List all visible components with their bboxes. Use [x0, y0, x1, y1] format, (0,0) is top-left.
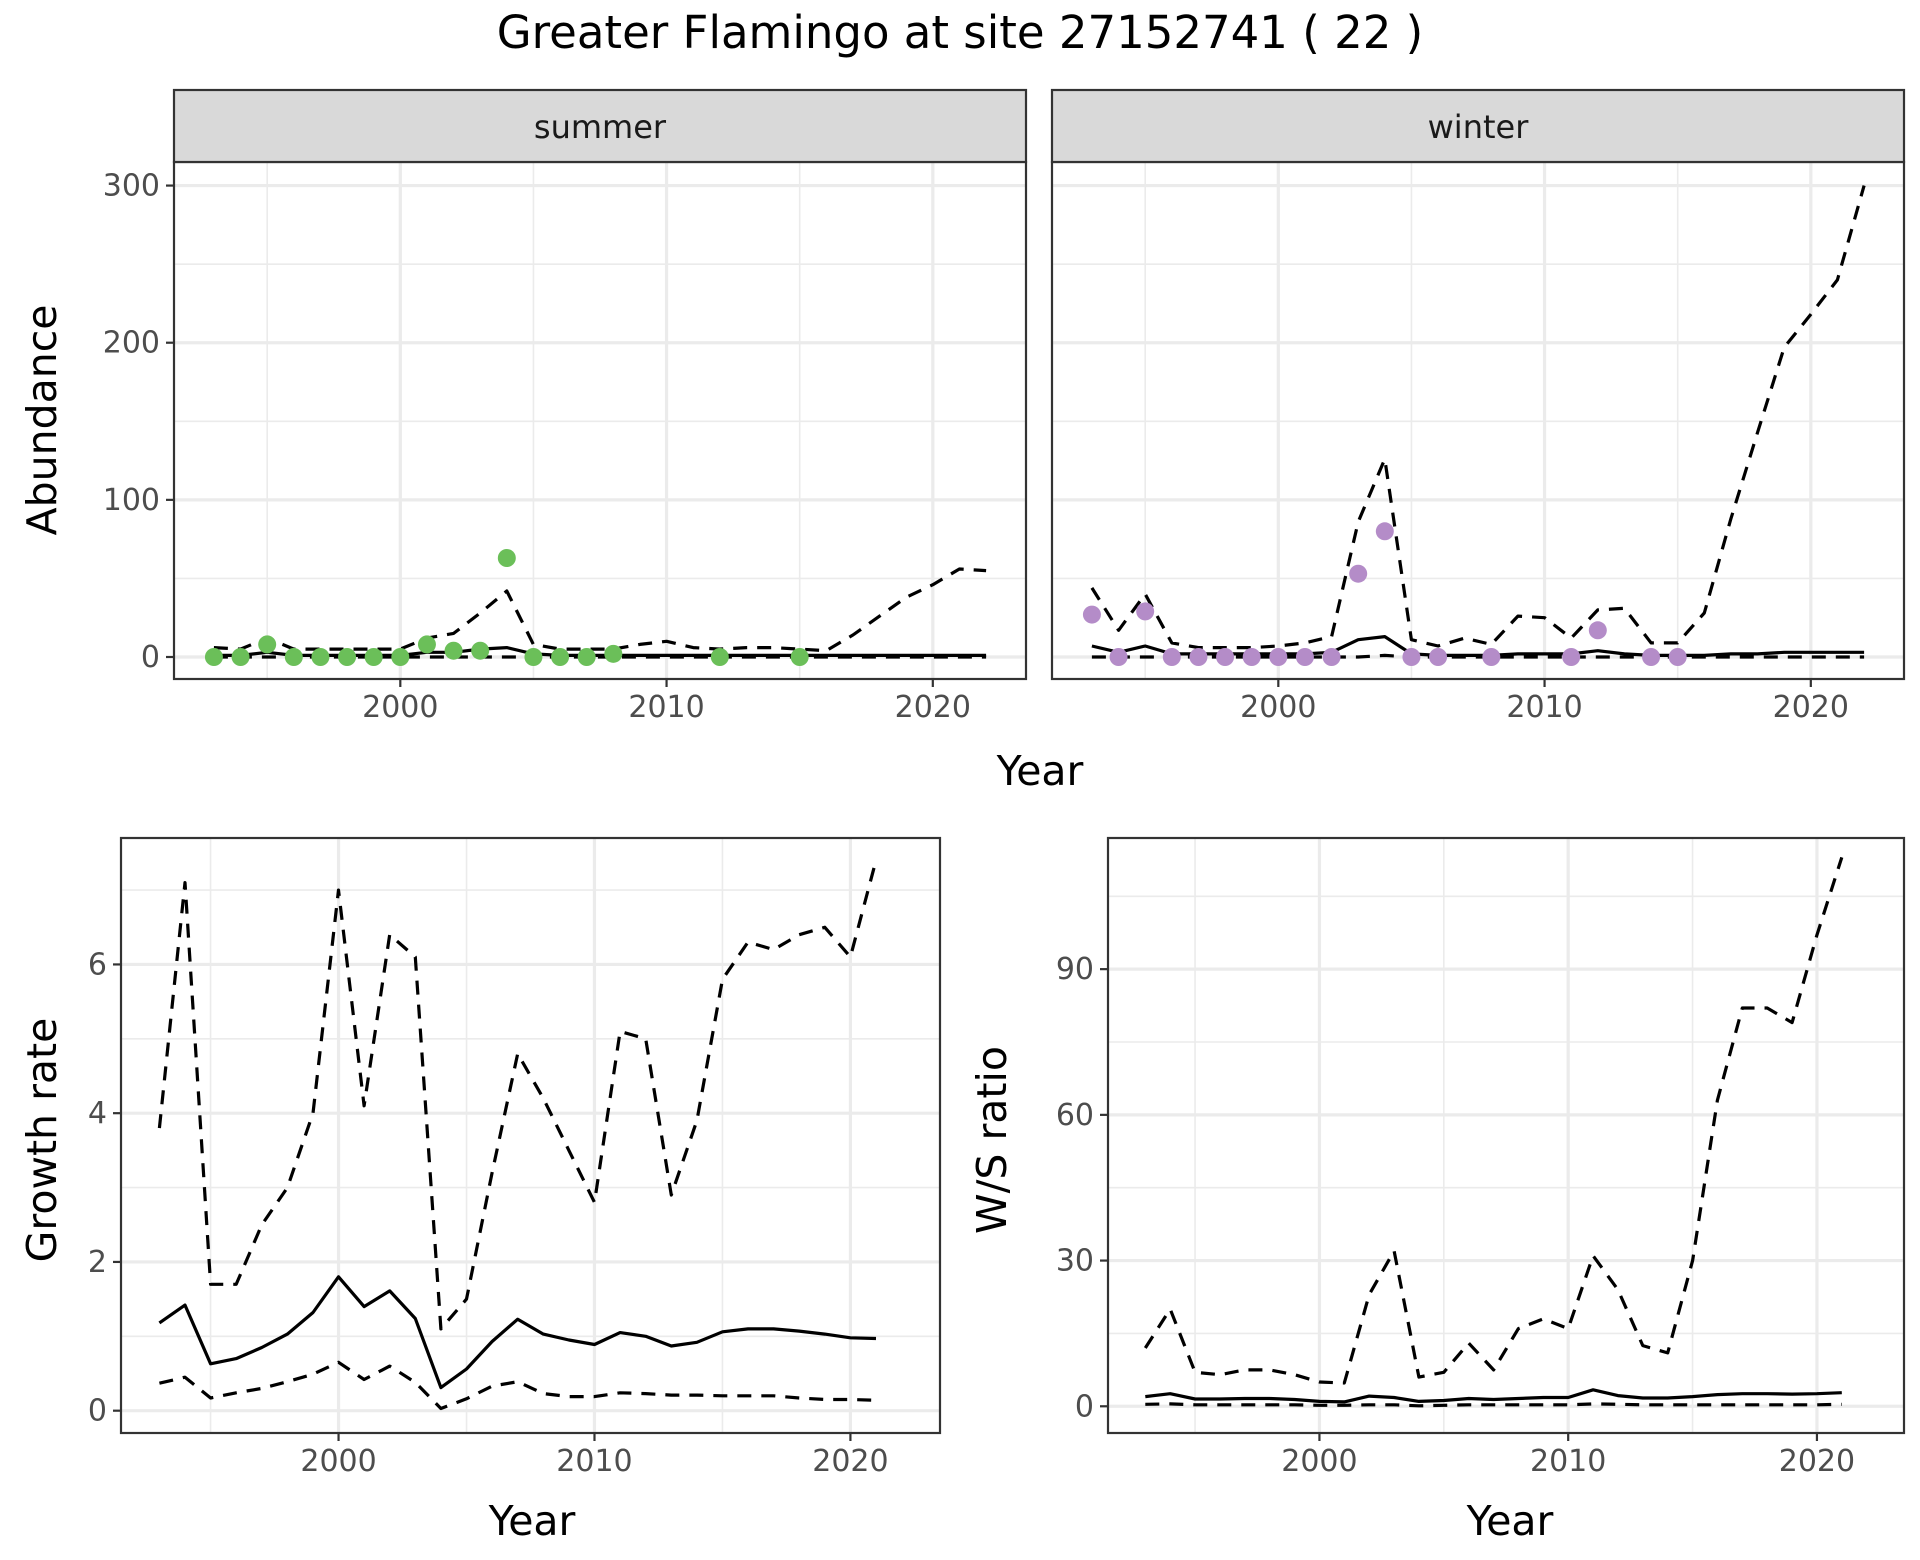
observed-point	[497, 549, 516, 567]
x-tick-label: 2010	[1530, 1444, 1606, 1479]
observed-point	[364, 648, 383, 666]
observed-point	[204, 648, 223, 666]
observed-point	[1429, 648, 1448, 666]
observed-point	[1136, 602, 1155, 621]
observed-point	[1242, 648, 1261, 666]
observed-point	[1322, 648, 1341, 666]
x-tick-label: 2000	[1240, 690, 1316, 725]
observed-point	[1216, 648, 1235, 666]
winter-panel: 2000 2010 2020 winter	[1050, 88, 1906, 725]
observed-point	[551, 648, 570, 666]
interval-line	[1090, 185, 1866, 650]
interval-line	[1145, 1402, 1842, 1408]
x-tick-label: 2000	[300, 1444, 376, 1479]
y-tick-label: 0	[141, 640, 160, 675]
top-x-axis-label: Year	[996, 747, 1084, 795]
facet-strip	[172, 88, 1028, 164]
observed-point	[1588, 621, 1607, 640]
y-tick-label: 4	[88, 1096, 107, 1131]
y-tick-label: 6	[88, 947, 107, 982]
panel-border	[1106, 836, 1906, 1435]
y-tick-label: 300	[103, 169, 160, 204]
observed-point	[258, 635, 277, 654]
y-tick-label: 60	[1056, 1098, 1094, 1133]
y-tick-label: 100	[103, 483, 160, 518]
trend-line	[158, 1275, 877, 1390]
y-tick-label: 90	[1056, 952, 1094, 987]
observed-point	[338, 648, 357, 666]
observed-point	[710, 648, 729, 666]
y-tick-label: 0	[88, 1394, 107, 1429]
observed-point	[1109, 648, 1128, 666]
observed-point	[311, 648, 330, 666]
ws-ratio-panel: 2000 2010 2020 0 30 60 90	[1056, 836, 1906, 1479]
x-tick-label: 2020	[1773, 690, 1849, 725]
facet-strip	[1050, 88, 1906, 164]
top-y-axis-label: Abundance	[18, 305, 66, 536]
observed-point	[471, 641, 490, 660]
observed-point	[1562, 648, 1581, 666]
observed-point	[391, 648, 410, 666]
observed-point	[444, 641, 463, 660]
observed-point	[604, 644, 623, 663]
growth-rate-panel: 2000 2010 2020 0 2 4 6	[88, 836, 942, 1479]
observed-point	[1082, 605, 1101, 624]
x-tick-label: 2010	[628, 690, 704, 725]
observed-point	[1375, 522, 1394, 541]
observed-point	[790, 648, 809, 666]
ratio-y-axis-label: W/S ratio	[968, 1046, 1016, 1234]
observed-point	[1269, 648, 1288, 666]
x-tick-label: 2020	[1779, 1444, 1855, 1479]
observed-point	[417, 635, 436, 654]
y-tick-label: 2	[88, 1245, 107, 1280]
interval-line	[1143, 856, 1844, 1385]
chart-title: Greater Flamingo at site 27152741 ( 22 )	[497, 6, 1423, 59]
observed-point	[1482, 648, 1501, 666]
facet-strip-label: winter	[1428, 108, 1530, 146]
x-tick-label: 2020	[895, 690, 971, 725]
observed-point	[1162, 648, 1181, 666]
y-tick-label: 200	[103, 326, 160, 361]
x-tick-label: 2020	[812, 1444, 888, 1479]
observed-point	[524, 648, 543, 666]
x-tick-label: 2010	[1506, 690, 1582, 725]
growth-y-axis-label: Growth rate	[18, 1018, 66, 1263]
interval-line	[159, 1360, 877, 1411]
observed-point	[1402, 648, 1421, 666]
observed-point	[1668, 648, 1687, 666]
facet-strip-label: summer	[534, 108, 667, 146]
trend-line	[1145, 1388, 1842, 1404]
y-tick-label: 30	[1056, 1244, 1094, 1279]
summer-panel: 2000 2010 2020 0 100 200 300 summer	[103, 88, 1028, 725]
y-tick-label: 0	[1075, 1389, 1094, 1424]
x-tick-label: 2000	[1281, 1444, 1357, 1479]
observed-point	[1189, 648, 1208, 666]
observed-point	[1642, 648, 1661, 666]
ratio-x-axis-label: Year	[1466, 1497, 1554, 1545]
observed-point	[577, 648, 596, 666]
panel-border	[119, 836, 942, 1435]
observed-point	[1349, 564, 1368, 583]
growth-x-axis-label: Year	[488, 1497, 576, 1545]
observed-point	[284, 648, 303, 666]
x-tick-label: 2000	[362, 690, 438, 725]
interval-line	[213, 567, 987, 653]
observed-point	[231, 648, 250, 666]
x-tick-label: 2010	[556, 1444, 632, 1479]
interval-line	[157, 859, 878, 1331]
observed-point	[1295, 648, 1314, 666]
